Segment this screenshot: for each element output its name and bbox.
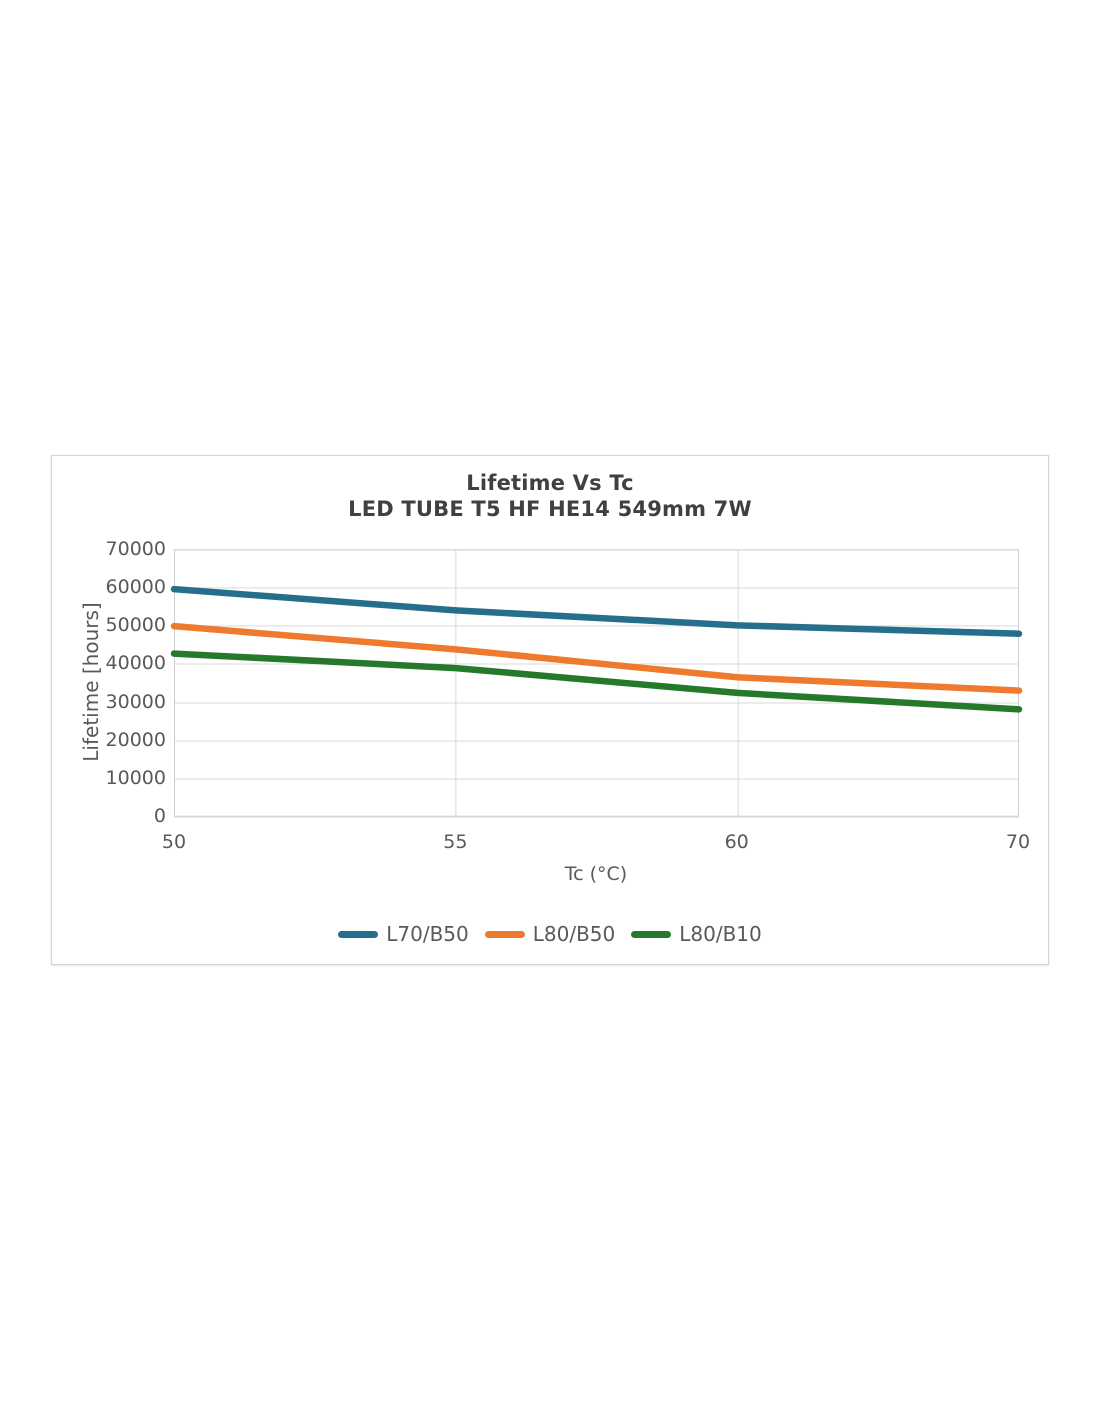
- series-line-l70-b50: [170, 585, 1023, 637]
- legend-swatch: [484, 930, 525, 938]
- y-tick-label: 70000: [105, 538, 166, 560]
- x-tick-label: 70: [1005, 831, 1031, 853]
- y-tick-label: 30000: [105, 690, 166, 713]
- legend-label: L80/B50: [532, 922, 616, 946]
- y-axis-title: Lifetime [hours]: [79, 602, 103, 762]
- y-tick-label: 10000: [105, 766, 166, 789]
- series-line-l80-b50: [170, 622, 1023, 694]
- x-tick-label: 55: [443, 831, 468, 853]
- plot-area-svg: [170, 549, 1023, 818]
- legend-item: L70/B50: [338, 922, 469, 946]
- y-tick-label: 60000: [105, 576, 166, 599]
- series-line-l80-b10: [170, 650, 1023, 713]
- plot-border: [173, 549, 1019, 817]
- y-tick-label: 40000: [105, 652, 166, 675]
- y-tick-label: 0: [153, 805, 166, 827]
- x-tick-label: 50: [161, 831, 187, 853]
- legend-item: L80/B10: [631, 922, 762, 946]
- chart-subtitle: LED TUBE T5 HF HE14 549mm 7W: [348, 497, 752, 521]
- y-tick-label: 50000: [105, 614, 166, 637]
- legend-swatch: [631, 930, 672, 938]
- x-axis-title: Tc (°C): [564, 863, 628, 885]
- legend-label: L70/B50: [386, 922, 469, 946]
- chart-panel: Lifetime Vs Tc LED TUBE T5 HF HE14 549mm…: [51, 455, 1049, 965]
- chart-title: Lifetime Vs Tc: [466, 471, 634, 495]
- legend-item: L80/B50: [484, 922, 616, 946]
- legend: L70/B50 L80/B50 L80/B10: [52, 922, 1048, 946]
- x-tick-label: 60: [724, 831, 749, 853]
- legend-label: L80/B10: [679, 922, 762, 946]
- legend-swatch: [338, 930, 379, 938]
- y-tick-label: 20000: [105, 728, 166, 751]
- chart-title-block: Lifetime Vs Tc LED TUBE T5 HF HE14 549mm…: [52, 470, 1048, 522]
